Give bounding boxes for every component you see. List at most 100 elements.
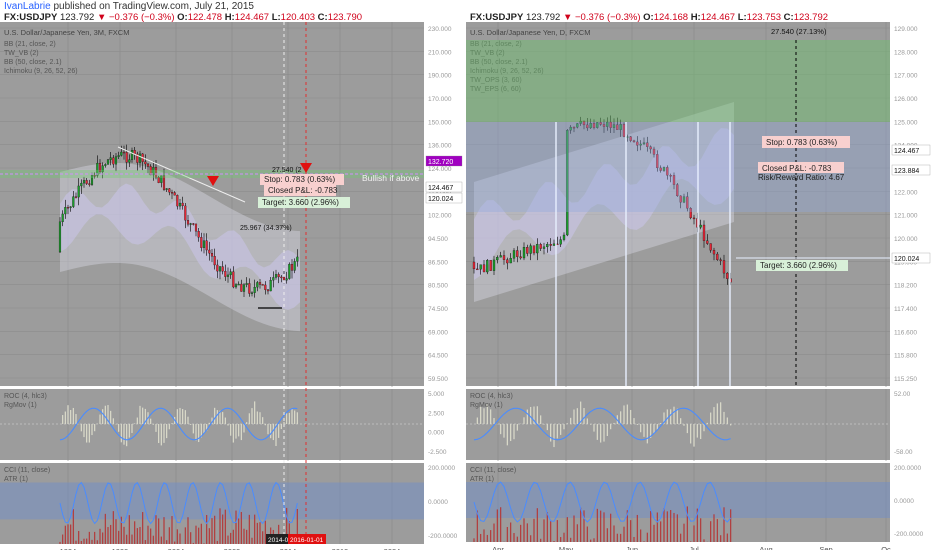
cci-bar — [118, 530, 120, 544]
cci-bar — [120, 516, 122, 544]
y-tick-label: 80.500 — [428, 283, 448, 290]
cci-bar — [513, 533, 515, 542]
cci-bar — [288, 521, 290, 544]
stop-box — [260, 174, 344, 185]
candle-body — [157, 177, 160, 183]
roc-bar — [259, 412, 261, 424]
cci-bar — [62, 534, 64, 544]
cci-bar — [730, 509, 732, 542]
cci-bar — [660, 521, 662, 542]
roc-bar — [88, 424, 90, 443]
roc-bar — [576, 408, 578, 424]
candle-body — [186, 220, 190, 225]
cci-bar — [59, 541, 61, 544]
price-axis — [424, 22, 462, 544]
candle-body — [250, 292, 254, 294]
roc-bar — [483, 408, 485, 424]
price-tag — [425, 181, 463, 193]
cci-bar — [496, 509, 498, 542]
cci-bar — [214, 515, 216, 544]
y-tick-label: 230.000 — [428, 26, 452, 33]
candle-body — [566, 130, 569, 236]
candle-body — [692, 217, 696, 220]
roc-bar — [580, 401, 582, 424]
candle-body — [482, 264, 486, 273]
candle-body — [296, 256, 299, 262]
candle-body — [162, 175, 166, 190]
candle-body — [619, 124, 622, 130]
roc-bar — [275, 424, 277, 447]
right-chart-daily[interactable]: Apr May Jun Jul Aug Sep Oc 129.000 128.000 127.00… — [466, 22, 932, 550]
date-tag-label: 2014-0 — [268, 537, 289, 544]
candle-body — [168, 188, 171, 193]
roc-bar — [586, 418, 588, 424]
candle-body — [136, 153, 139, 163]
roc-bar — [134, 423, 136, 424]
right-low: 123.753 — [746, 12, 782, 23]
candle-body — [274, 274, 278, 278]
cci-pane-bg — [466, 462, 890, 542]
roc-bar — [246, 422, 248, 424]
candle-body — [526, 247, 529, 254]
candle-body — [272, 277, 275, 281]
roc-bar — [656, 424, 658, 430]
y-tick-label: 86.500 — [428, 259, 448, 266]
roc-bar — [533, 406, 535, 424]
y-tick-label: 122.000 — [894, 189, 918, 196]
roc-label: ROC (4, hlc3) — [4, 393, 47, 400]
x-tick-label: May — [559, 545, 573, 550]
down-arrow-icon — [207, 176, 219, 186]
cci-bar — [696, 508, 698, 542]
date-tag-label: 2016-01-01 — [290, 537, 324, 544]
price-tag-label: 124.467 — [428, 185, 453, 192]
candle-body — [282, 276, 286, 281]
candle-body — [277, 274, 280, 278]
candle-body — [726, 272, 729, 279]
roc-bar — [120, 424, 122, 443]
roc-bar — [503, 424, 505, 438]
candle-body — [516, 250, 519, 257]
roc-bar — [623, 405, 625, 424]
roc-bar — [546, 424, 548, 431]
roc-bar — [142, 407, 144, 424]
bullish-label: Bullish if above — [362, 173, 419, 183]
cci-bar — [184, 527, 186, 544]
cci-bar — [155, 515, 157, 544]
left-chart-3m[interactable]: 1994 1999 2004 2009 2014 2019 2024 230.000 210.0… — [0, 22, 464, 550]
cci-bar — [586, 526, 588, 542]
x-tick-label: 1994 — [60, 547, 77, 550]
cci-bar — [195, 525, 197, 544]
cci-bar — [716, 519, 718, 542]
cci-bar — [179, 533, 181, 544]
roc-bar — [663, 412, 665, 424]
candle-body — [609, 121, 612, 128]
candle-body — [606, 121, 609, 127]
roc-bar — [211, 417, 213, 424]
pl-box — [264, 185, 336, 196]
roc-bar — [713, 407, 715, 424]
roc-bar — [270, 424, 272, 439]
left-low: 120.403 — [280, 12, 316, 23]
author-link[interactable]: IvanLabrie — [4, 1, 51, 12]
cci-bar — [131, 534, 133, 544]
candle-body — [165, 188, 168, 190]
cci-bar — [476, 510, 478, 542]
candle-body — [622, 124, 626, 137]
roc-bar — [673, 406, 675, 424]
roc-bar — [222, 412, 224, 424]
candle-body — [666, 167, 669, 176]
candle-body — [181, 202, 184, 207]
roc-bar — [603, 424, 605, 442]
x-tick-label: 2004 — [168, 547, 185, 550]
roc-bar — [296, 412, 298, 424]
cci-bar — [238, 518, 240, 544]
candle-body — [149, 166, 152, 176]
right-open: 124.168 — [653, 12, 689, 23]
cci-bar — [174, 541, 176, 544]
cci-bar — [128, 515, 130, 544]
y-tick-label: 121.000 — [894, 213, 918, 220]
roc-bar — [99, 414, 101, 424]
roc-bar — [693, 424, 695, 447]
y-tick-label: 120.000 — [894, 236, 918, 243]
cci-bar — [88, 531, 90, 544]
